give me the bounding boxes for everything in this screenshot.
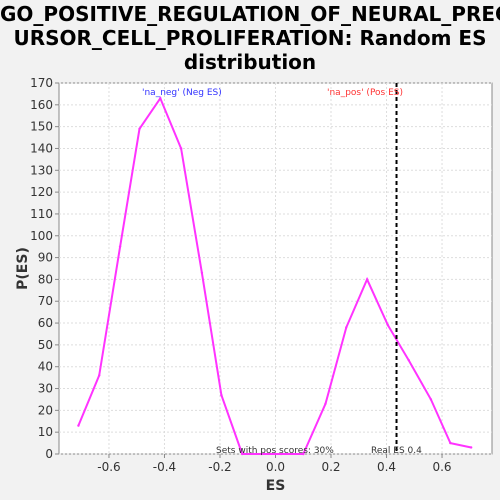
y-tick-label: 10 <box>38 425 53 439</box>
pos-scores-annotation: Sets with pos scores: 30% <box>216 446 334 456</box>
x-axis-ticks: -0.6 -0.4 -0.2 0.0 0.2 0.4 0.6 <box>97 454 452 474</box>
x-tick-label: 0.0 <box>266 460 285 474</box>
x-tick-label: 0.4 <box>377 460 396 474</box>
data-point <box>159 97 162 100</box>
y-tick-label: 160 <box>30 98 53 112</box>
data-point <box>240 452 244 456</box>
data-point <box>365 278 369 281</box>
y-tick-label: 20 <box>38 403 53 417</box>
data-point <box>386 324 390 327</box>
data-point <box>302 452 305 456</box>
data-point <box>118 245 122 248</box>
data-point <box>77 424 80 427</box>
y-tick-label: 140 <box>30 141 53 155</box>
data-point <box>324 402 327 406</box>
y-tick-label: 80 <box>38 272 53 286</box>
data-point <box>449 441 452 445</box>
grid-lines <box>59 82 492 455</box>
x-tick-label: 0.2 <box>321 460 340 474</box>
x-axis-label: ES <box>266 478 286 494</box>
data-point <box>260 452 263 456</box>
series-line-neg <box>77 96 304 455</box>
y-tick-label: 170 <box>30 76 53 90</box>
chart-title: GO_POSITIVE_REGULATION_OF_NEURAL_PREC UR… <box>0 2 500 74</box>
data-point <box>469 446 473 449</box>
data-point <box>138 127 141 131</box>
y-tick-label: 150 <box>30 120 53 134</box>
y-tick-label: 70 <box>38 294 53 308</box>
y-axis-ticks: 0 10 20 30 40 50 60 70 80 90 100 110 120 130 140 150 160… <box>30 76 59 461</box>
legend-pos: 'na_pos' (Pos ES) <box>327 88 403 98</box>
data-point <box>429 398 433 401</box>
y-tick-label: 120 <box>30 185 53 199</box>
y-tick-label: 30 <box>38 382 53 396</box>
x-tick-label: -0.4 <box>153 460 176 474</box>
legend-neg: 'na_neg' (Neg ES) <box>142 88 222 98</box>
y-tick-label: 130 <box>30 163 53 177</box>
real-es-annotation: Real ES 0.4 <box>371 446 422 456</box>
x-tick-label: -0.6 <box>97 460 120 474</box>
y-tick-label: 60 <box>38 316 53 330</box>
y-tick-label: 40 <box>38 360 53 374</box>
y-axis-label: P(ES) <box>15 247 31 290</box>
x-tick-label: 0.6 <box>432 460 451 474</box>
data-point <box>179 147 183 150</box>
series-layer <box>77 96 473 456</box>
data-point <box>220 393 223 397</box>
y-tick-label: 90 <box>38 251 53 265</box>
data-point <box>407 358 410 362</box>
data-point <box>345 326 348 329</box>
data-point <box>200 271 204 275</box>
y-tick-label: 100 <box>30 229 53 243</box>
data-point <box>98 374 101 377</box>
y-tick-label: 50 <box>38 338 53 352</box>
x-tick-label: -0.2 <box>208 460 231 474</box>
y-tick-label: 110 <box>30 207 53 221</box>
data-point <box>279 452 283 456</box>
y-tick-label: 0 <box>45 447 53 461</box>
